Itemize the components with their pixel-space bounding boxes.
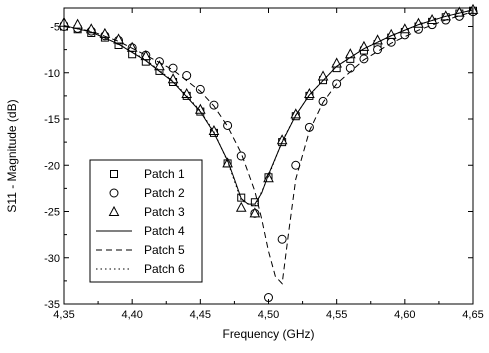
- patch-3-point: [99, 27, 111, 38]
- patch-3-point: [140, 50, 152, 61]
- patch-3-point: [344, 48, 356, 59]
- patch-4-line: [63, 9, 474, 205]
- legend-square-marker: [110, 170, 118, 178]
- legend-label: Patch 6: [144, 262, 185, 276]
- x-tick-label: 4,60: [394, 309, 415, 321]
- legend-label: Patch 3: [144, 205, 185, 219]
- series-patch-6: [63, 9, 474, 208]
- patch-2-point: [195, 84, 205, 94]
- patch-2-point: [209, 100, 219, 110]
- legend-box: [89, 159, 203, 283]
- patch-3-point: [372, 34, 383, 45]
- series-patch-5: [63, 11, 474, 285]
- y-tick-label: -10: [44, 68, 60, 80]
- patch-5-line: [63, 11, 474, 285]
- x-axis-label: Frequency (GHz): [222, 327, 314, 341]
- x-tick-label: 4,55: [326, 309, 347, 321]
- x-tick-label: 4,45: [190, 309, 211, 321]
- y-tick-label: -15: [44, 114, 60, 126]
- x-tick-label: 4,40: [121, 309, 142, 321]
- series-patch-4: [63, 9, 474, 205]
- x-tick-label: 4,65: [462, 309, 483, 321]
- patch-2-point: [373, 45, 383, 55]
- patch-3-point: [317, 70, 329, 81]
- legend-label: Patch 1: [144, 167, 185, 181]
- legend-circle-marker: [109, 188, 119, 198]
- patch-2-point: [359, 54, 369, 64]
- y-tick-label: -5: [50, 22, 60, 34]
- patch-2-point: [345, 63, 355, 73]
- patch-3-point: [222, 157, 233, 168]
- axis-ticks: 4,35 4,40 4,45 4,50 4,55 4,60 4,65 -35 -30 -25 -20…: [44, 8, 484, 321]
- y-tick-label: -25: [44, 207, 60, 219]
- patch-2-point: [182, 71, 192, 81]
- patch-3-point: [276, 134, 288, 145]
- x-tick-label: 4,35: [53, 309, 74, 321]
- patch-2-point: [318, 96, 328, 106]
- patch-3-point: [290, 108, 302, 119]
- legend-label: Patch 4: [144, 224, 185, 238]
- legend: Patch 1 Patch 2 Patch 3 Patch 4 Patch 5 Patch…: [89, 159, 203, 283]
- legend-triangle-marker: [108, 205, 120, 216]
- y-tick-label: -35: [44, 299, 60, 311]
- patch-3-point: [72, 18, 83, 29]
- patch-6-line: [63, 9, 474, 208]
- patch-2-point: [277, 234, 287, 244]
- x-tick-label: 4,50: [258, 309, 279, 321]
- patch-3-point: [154, 60, 165, 71]
- legend-label: Patch 2: [144, 186, 185, 200]
- patch-3-point: [235, 201, 247, 212]
- patch-3-point: [385, 28, 397, 39]
- patch-2-point: [236, 151, 246, 161]
- y-tick-label: -20: [44, 160, 60, 172]
- plot-area: [58, 3, 479, 303]
- patch-3-point: [358, 40, 370, 51]
- patch-3-point: [249, 207, 261, 218]
- legend-label: Patch 5: [144, 243, 185, 257]
- y-tick-label: -30: [44, 253, 60, 265]
- y-axis-label: S11 - Magnitude (dB): [5, 99, 19, 212]
